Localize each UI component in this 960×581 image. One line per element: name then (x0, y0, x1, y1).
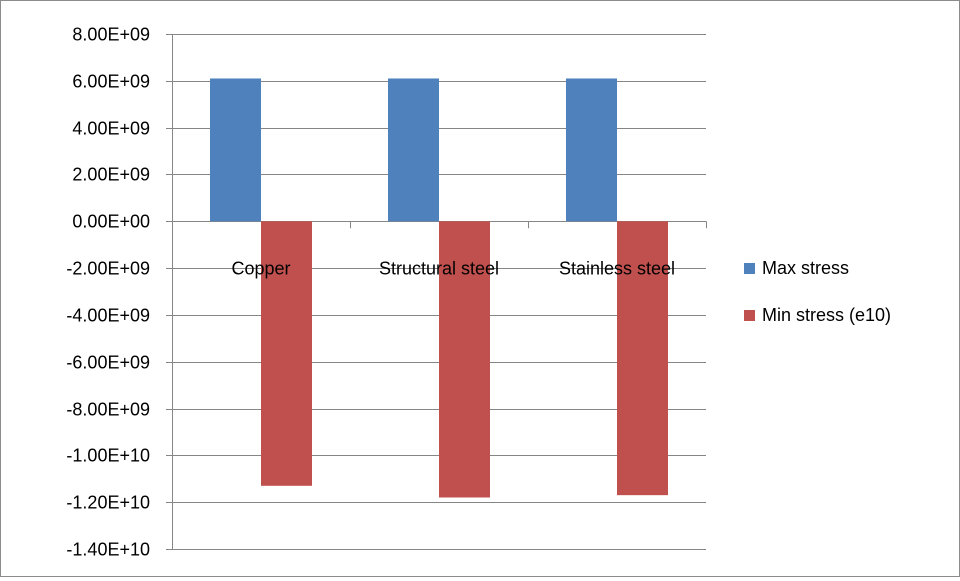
y-tick-label: -1.00E+10 (66, 446, 150, 466)
legend-label: Min stress (e10) (762, 305, 891, 325)
axes (166, 34, 707, 550)
y-tick-label: 8.00E+09 (72, 25, 150, 45)
legend-label: Max stress (762, 258, 849, 278)
y-tick-label: 2.00E+09 (72, 165, 150, 185)
bar-min-stress-stainless-steel (617, 221, 668, 496)
y-tick-label: -8.00E+09 (66, 400, 150, 420)
bar-min-stress-copper (261, 221, 312, 486)
category-label: Copper (231, 258, 290, 278)
bar-min-stress-structural-steel (439, 221, 490, 498)
y-tick-label: -1.20E+10 (66, 493, 150, 513)
y-tick-label: -4.00E+09 (66, 306, 150, 326)
category-labels: Copper Structural steel Stainless steel (231, 258, 675, 278)
y-tick-label: -6.00E+09 (66, 353, 150, 373)
y-tick-label: 4.00E+09 (72, 119, 150, 139)
legend: Max stress Min stress (e10) (744, 258, 891, 325)
bars (210, 78, 668, 498)
legend-swatch-max-stress (744, 263, 755, 274)
y-tick-label: 6.00E+09 (72, 72, 150, 92)
bar-max-stress-structural-steel (388, 78, 439, 222)
y-tick-label: -2.00E+09 (66, 259, 150, 279)
category-label: Stainless steel (559, 258, 675, 278)
legend-swatch-min-stress (744, 310, 755, 321)
y-axis-tick-labels: 8.00E+09 6.00E+09 4.00E+09 2.00E+09 0.00E+00… (66, 25, 150, 560)
y-tick-label: 0.00E+00 (72, 212, 150, 232)
category-label: Structural steel (379, 258, 499, 278)
y-tick-label: -1.40E+10 (66, 540, 150, 560)
bar-max-stress-stainless-steel (566, 78, 617, 222)
bar-max-stress-copper (210, 78, 261, 222)
